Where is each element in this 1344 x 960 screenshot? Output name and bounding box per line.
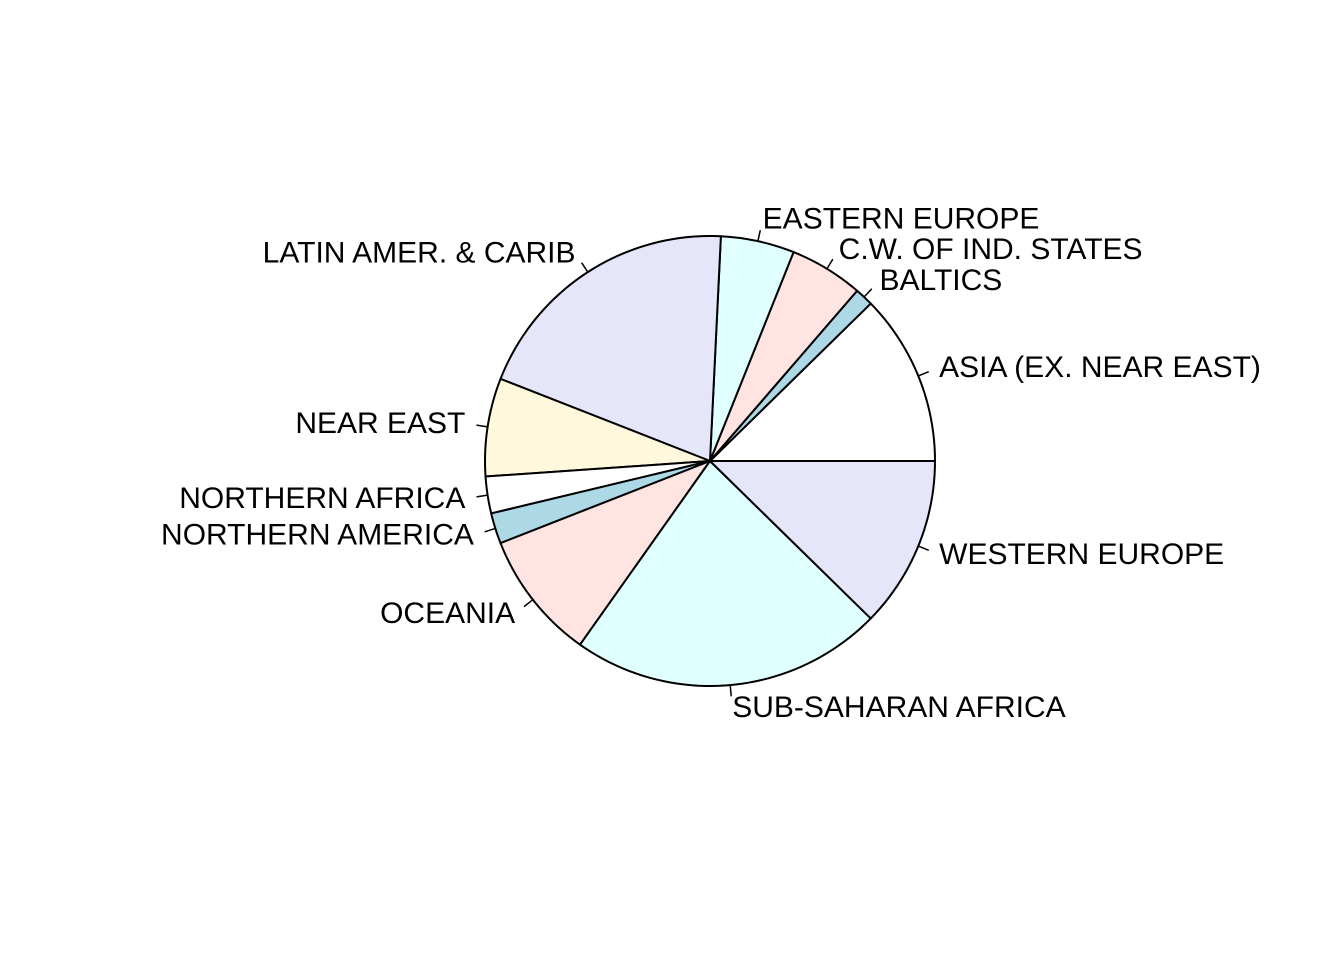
label-oceania: OCEANIA [380, 597, 515, 630]
tick-oceania [523, 599, 534, 608]
tick-northern-america [484, 527, 496, 533]
label-baltics: BALTICS [879, 264, 1002, 297]
label-near-east: NEAR EAST [295, 407, 465, 440]
pie-slices [484, 235, 936, 687]
tick-latin-amer-carib [581, 262, 589, 273]
label-western-europe: WESTERN EUROPE [939, 538, 1224, 571]
label-asia-ex-near-east: ASIA (EX. NEAR EAST) [939, 351, 1261, 384]
tick-c-w-of-ind-states [826, 258, 834, 270]
slice-asia-ex-near-east [709, 302, 936, 462]
tick-eastern-europe [757, 230, 762, 242]
slice-c-w-of-ind-states [709, 251, 859, 462]
tick-northern-africa [476, 494, 488, 498]
label-northern-america: NORTHERN AMERICA [161, 519, 474, 552]
tick-near-east [476, 424, 488, 428]
slice-sub-saharan-africa [579, 460, 872, 687]
label-latin-amer-carib: LATIN AMER. & CARIB [263, 237, 576, 270]
slice-oceania [499, 460, 711, 646]
label-northern-africa: NORTHERN AFRICA [179, 482, 465, 515]
tick-asia-ex-near-east [918, 371, 930, 377]
tick-baltics [863, 288, 873, 298]
label-c-w-of-ind-states: C.W. OF IND. STATES [839, 233, 1143, 266]
tick-sub-saharan-africa [729, 685, 732, 697]
label-ticks [476, 230, 930, 697]
slice-near-east [484, 377, 711, 478]
tick-western-europe [918, 545, 930, 551]
slice-western-europe [709, 460, 936, 620]
slice-eastern-europe [709, 235, 795, 462]
label-eastern-europe: EASTERN EUROPE [763, 203, 1040, 236]
label-sub-saharan-africa: SUB-SAHARAN AFRICA [732, 691, 1065, 724]
